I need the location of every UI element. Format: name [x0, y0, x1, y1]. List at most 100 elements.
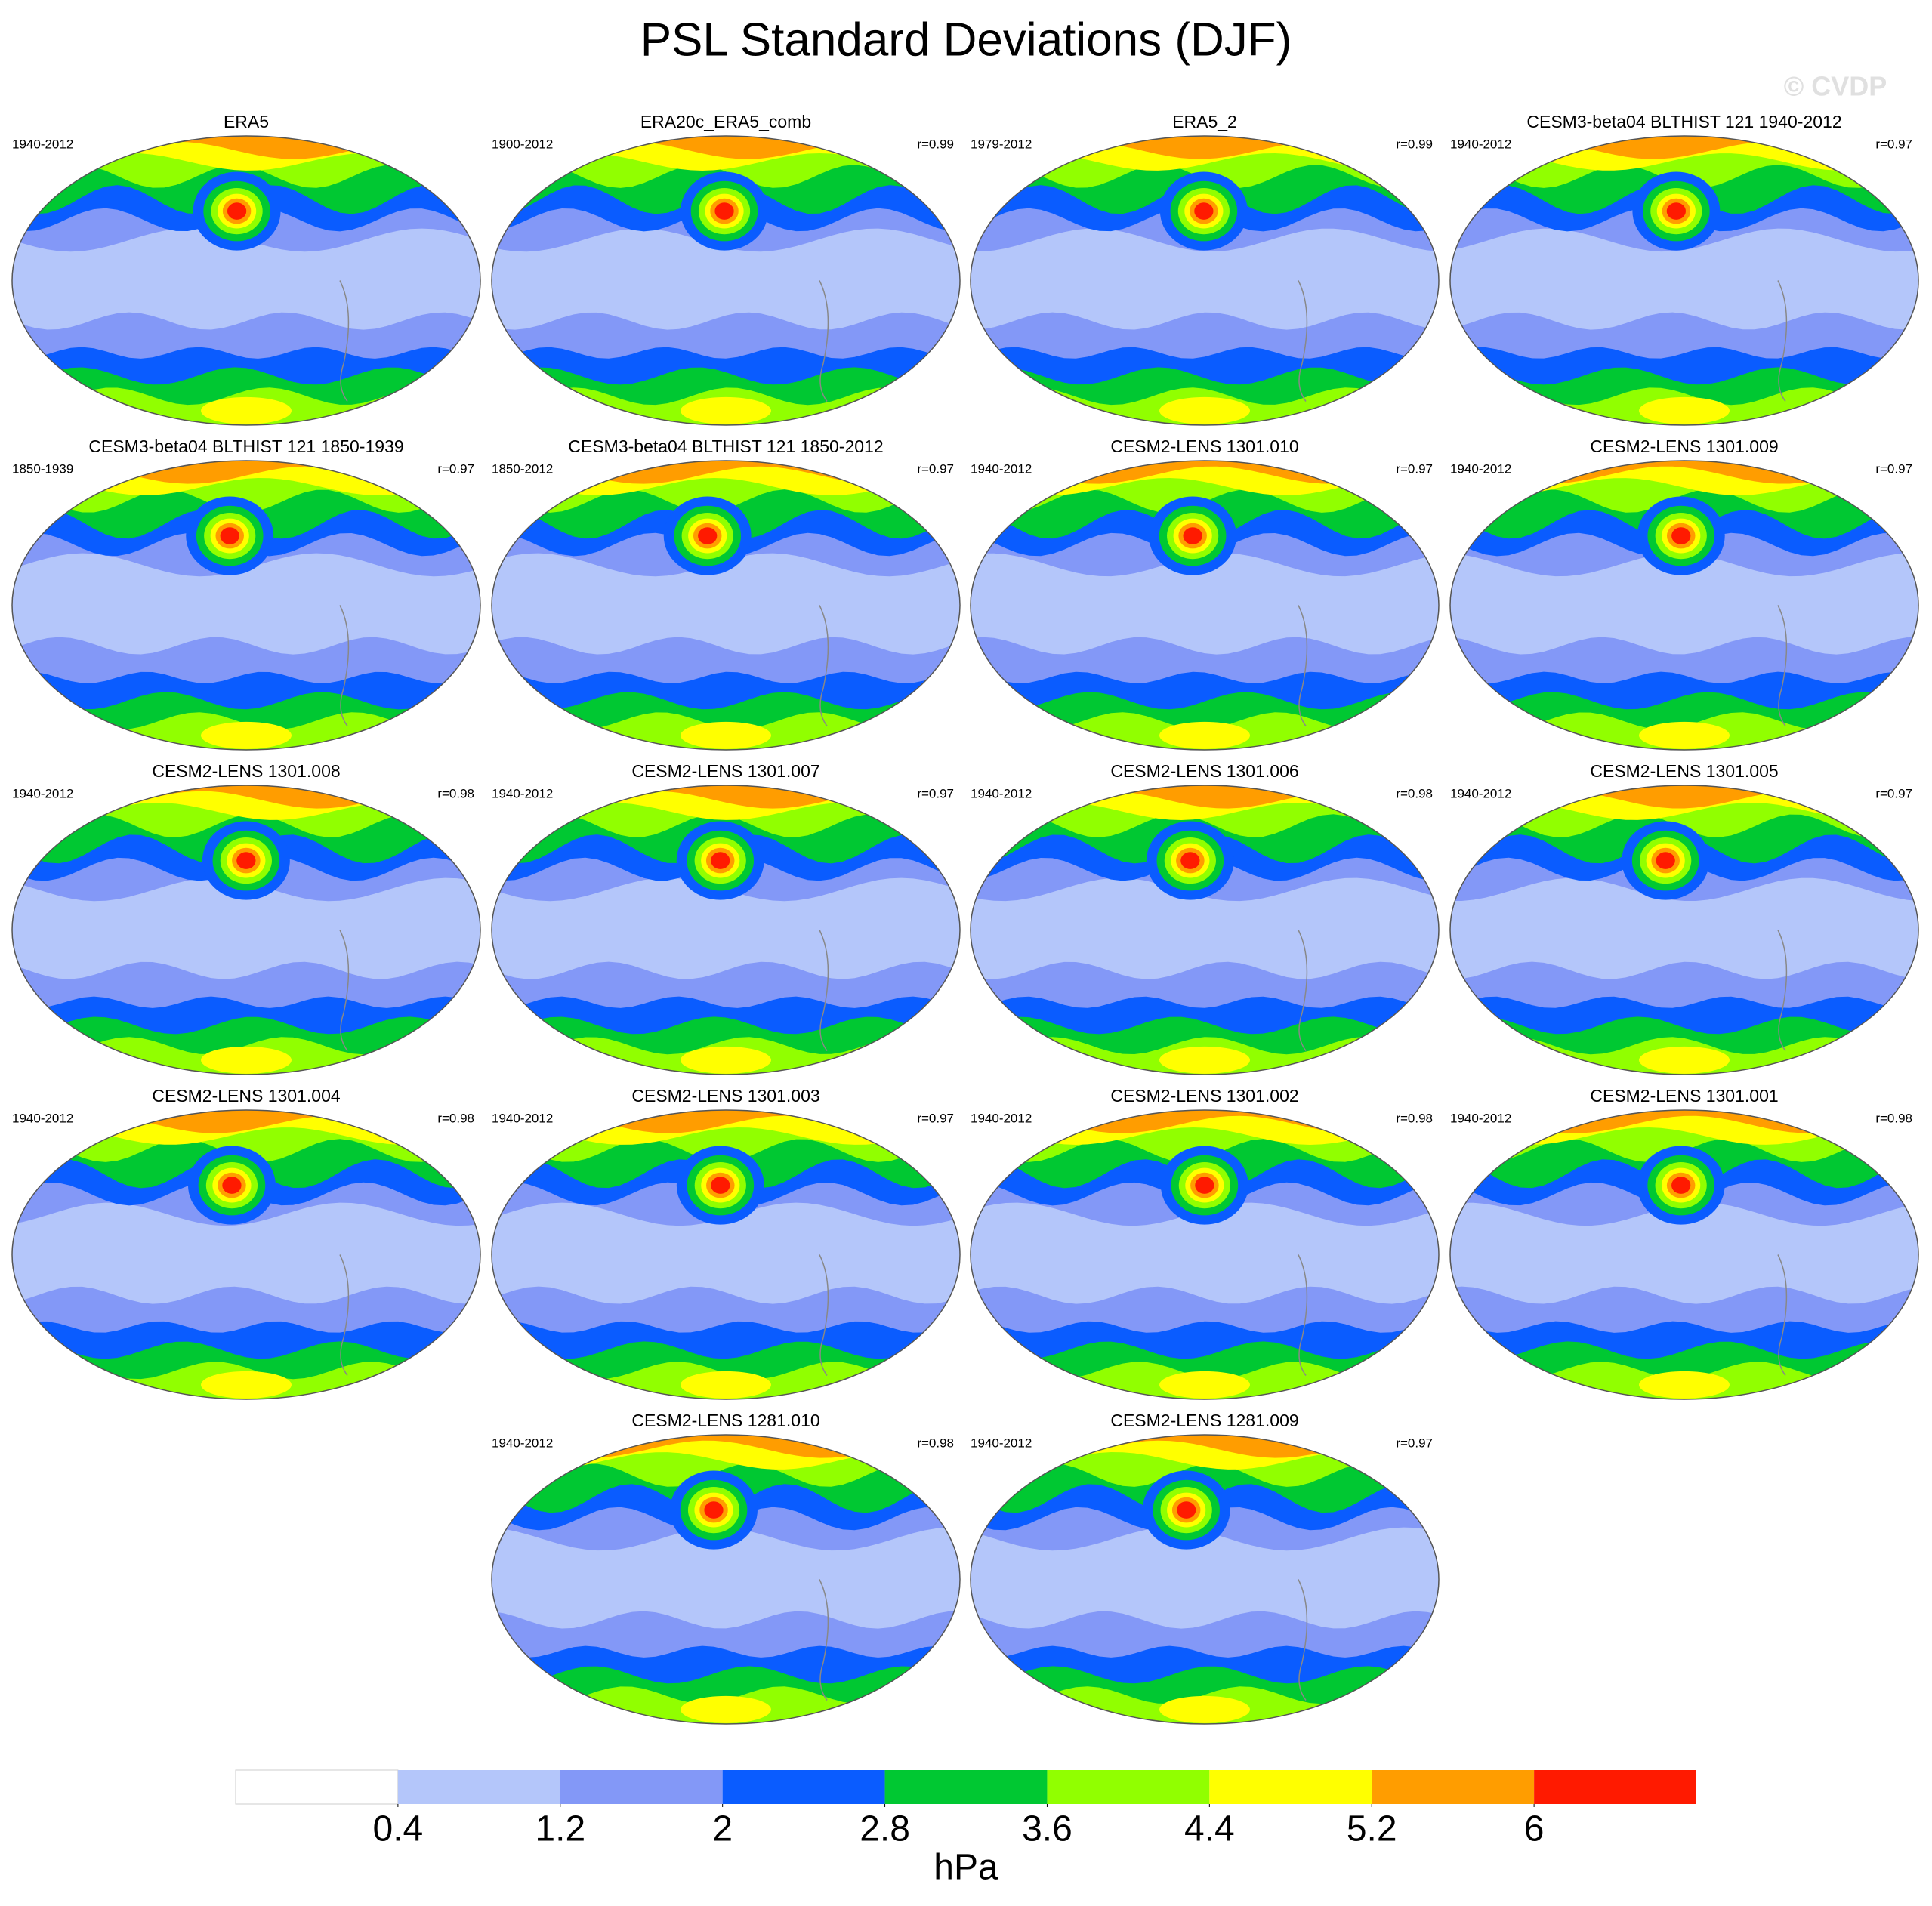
map [971, 785, 1439, 1075]
map-outline [970, 460, 1440, 751]
panel-title: CESM2-LENS 1301.006 [1110, 761, 1298, 781]
colorbar-label: 2 [712, 1809, 733, 1849]
panel-title: CESM2-LENS 1301.010 [1110, 436, 1298, 456]
panel-correlation: r=0.99 [917, 137, 954, 151]
panel-period: 1940-2012 [492, 1436, 553, 1450]
panel-period: 1940-2012 [971, 786, 1032, 800]
panel-correlation: r=0.98 [1875, 1111, 1912, 1125]
panel-period: 1940-2012 [1450, 461, 1511, 476]
panel-correlation: r=0.97 [1875, 461, 1912, 476]
map [492, 461, 960, 750]
panel-title: CESM2-LENS 1301.009 [1590, 436, 1778, 456]
map-outline [970, 135, 1440, 426]
colorbar-unit: hPa [934, 1848, 998, 1888]
colorbar-label: 4.4 [1184, 1809, 1235, 1849]
colorbar-label: 3.6 [1022, 1809, 1072, 1849]
panel-correlation: r=0.97 [1396, 1436, 1433, 1450]
panel-correlation: r=0.99 [1396, 137, 1433, 151]
panel-correlation: r=0.97 [1875, 786, 1912, 800]
panel-period: 1850-1939 [12, 461, 73, 476]
map-outline [970, 1434, 1440, 1725]
panel-title: ERA5_2 [1172, 112, 1237, 131]
panel-correlation: r=0.97 [917, 461, 954, 476]
colorbar-label: 6 [1524, 1809, 1545, 1849]
panel-correlation: r=0.98 [437, 1111, 474, 1125]
map-outline [11, 1109, 481, 1400]
panel-title: CESM2-LENS 1301.005 [1590, 761, 1778, 781]
map [1450, 785, 1918, 1075]
colorbar-box [235, 1769, 399, 1805]
map-outline [1449, 135, 1919, 426]
panel-period: 1940-2012 [12, 1111, 73, 1125]
map-outline [11, 135, 481, 426]
map [1450, 461, 1918, 750]
map-outline [491, 1434, 961, 1725]
panel-period: 1940-2012 [12, 137, 73, 151]
panel-period: 1940-2012 [492, 786, 553, 800]
map-outline [1449, 785, 1919, 1075]
panel-title: CESM2-LENS 1301.004 [152, 1086, 341, 1106]
panel-correlation: r=0.98 [437, 786, 474, 800]
colorbar-box [1534, 1770, 1696, 1804]
watermark: © CVDP [1784, 71, 1887, 102]
map-outline [970, 1109, 1440, 1400]
colorbar-label: 0.4 [373, 1809, 424, 1849]
panel-title: CESM2-LENS 1301.002 [1110, 1086, 1298, 1106]
map [971, 1110, 1439, 1399]
map [12, 1110, 480, 1399]
colorbar-box [884, 1770, 1048, 1804]
panel-title: CESM3-beta04 BLTHIST 121 1850-2012 [568, 436, 883, 456]
map-outline [1449, 1109, 1919, 1400]
panel-period: 1940-2012 [971, 1111, 1032, 1125]
panel-period: 1940-2012 [1450, 137, 1511, 151]
map [492, 136, 960, 425]
panel-title: CESM2-LENS 1301.007 [631, 761, 819, 781]
colorbar-box [1047, 1770, 1210, 1804]
panel-period: 1940-2012 [492, 1111, 553, 1125]
panel-correlation: r=0.98 [1396, 786, 1433, 800]
panel-title: CESM2-LENS 1281.010 [631, 1411, 819, 1430]
panel-period: 1940-2012 [971, 461, 1032, 476]
panel-title: CESM2-LENS 1301.001 [1590, 1086, 1778, 1106]
map-outline [11, 460, 481, 751]
map [971, 461, 1439, 750]
map-outline [491, 785, 961, 1075]
map-outline [970, 785, 1440, 1075]
panel-period: 1940-2012 [1450, 786, 1511, 800]
panel-title: CESM2-LENS 1301.008 [152, 761, 340, 781]
panel-period: 1940-2012 [1450, 1111, 1511, 1125]
map [1450, 136, 1918, 425]
map-outline [1449, 460, 1919, 751]
panel-title: CESM3-beta04 BLTHIST 121 1850-1939 [88, 436, 403, 456]
panel-title: CESM3-beta04 BLTHIST 121 1940-2012 [1526, 112, 1841, 131]
colorbar-box [397, 1770, 560, 1804]
map [492, 1110, 960, 1399]
panel-period: 1979-2012 [971, 137, 1032, 151]
panel-correlation: r=0.97 [917, 1111, 954, 1125]
colorbar-box [560, 1770, 723, 1804]
map [12, 785, 480, 1075]
panel-correlation: r=0.98 [1396, 1111, 1433, 1125]
colorbar-label: 1.2 [535, 1809, 585, 1849]
panel-period: 1940-2012 [971, 1436, 1032, 1450]
map [971, 136, 1439, 425]
panel-correlation: r=0.97 [1875, 137, 1912, 151]
panel-correlation: r=0.97 [917, 786, 954, 800]
panel-period: 1900-2012 [492, 137, 553, 151]
colorbar-box [722, 1770, 885, 1804]
map-outline [491, 460, 961, 751]
map [492, 1435, 960, 1724]
map [1450, 1110, 1918, 1399]
panel-correlation: r=0.98 [917, 1436, 954, 1450]
panel-title: ERA20c_ERA5_comb [640, 112, 811, 131]
panel-title: ERA5 [224, 112, 269, 131]
map-outline [491, 1109, 961, 1400]
map [492, 785, 960, 1075]
panel-period: 1940-2012 [12, 786, 73, 800]
figure-title: PSL Standard Deviations (DJF) [640, 14, 1292, 66]
map [12, 461, 480, 750]
map [12, 136, 480, 425]
panel-title: CESM2-LENS 1301.003 [631, 1086, 819, 1106]
map [971, 1435, 1439, 1724]
